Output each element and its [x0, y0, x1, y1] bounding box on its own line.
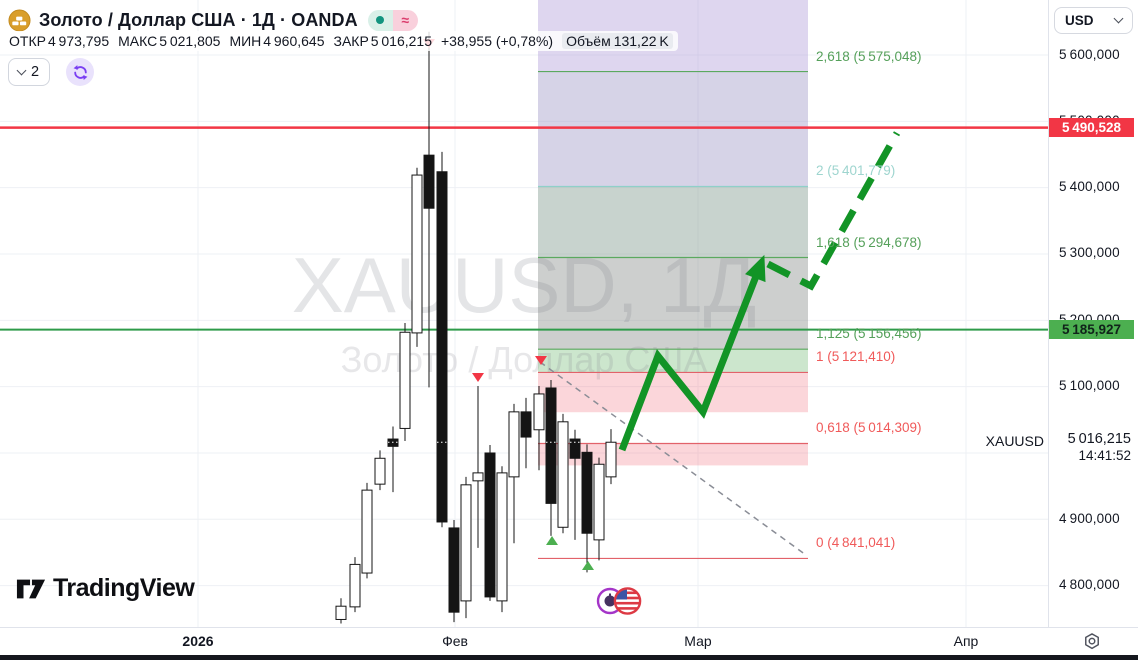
chevron-down-icon	[16, 65, 27, 75]
ohlc-label: МАКС	[118, 33, 158, 49]
time-axis-label: 2026	[182, 633, 214, 649]
candle	[557, 413, 569, 534]
currency-selector-button[interactable]: USD	[1054, 7, 1133, 34]
fib-band	[538, 349, 808, 373]
candle	[496, 466, 508, 613]
ohlc-value: 4 973,795	[47, 33, 110, 49]
fib-level-label: 0,618 (5 014,309)	[816, 420, 922, 436]
sell-marker-icon	[535, 356, 547, 365]
ohlc-item: ЗАКР 5 016,215	[334, 33, 433, 49]
symbol-title[interactable]: Золото / Доллар США · 1Д · OANDA	[39, 9, 358, 30]
price-tick: 4 800,000	[1059, 577, 1120, 593]
ohlc-label: ЗАКР	[333, 33, 369, 49]
candle	[460, 476, 472, 619]
candle	[484, 445, 496, 601]
current-symbol-label: XAUUSD	[985, 433, 1044, 449]
ohlc-value: 4 960,645	[263, 33, 325, 49]
candle	[581, 444, 593, 573]
current-price-block: 5 016,215 14:41:52	[1049, 429, 1138, 465]
fib-band	[538, 71, 808, 187]
ohlc-label: МИН	[229, 33, 262, 49]
economic-event-icon[interactable]	[595, 580, 645, 627]
price-tick: 4 900,000	[1059, 510, 1120, 526]
buy-marker-icon	[582, 561, 594, 570]
candle	[545, 380, 557, 536]
projection-arrow-solid[interactable]	[618, 254, 766, 452]
candle	[605, 429, 617, 485]
candle	[361, 482, 373, 579]
price-tick: 5 400,000	[1059, 179, 1120, 195]
candle	[593, 457, 605, 561]
candle	[411, 167, 423, 347]
candle	[436, 151, 448, 528]
candle	[472, 385, 484, 548]
approx-data-icon[interactable]: ≈	[392, 9, 418, 31]
candle	[349, 557, 361, 613]
alert-price-tag-green: 5 185,927	[1049, 320, 1134, 339]
ohlc-item: ОТКР 4 973,795	[9, 33, 109, 49]
candle	[448, 519, 460, 623]
us-flag-icon	[615, 589, 640, 613]
tradingview-logo-icon	[16, 579, 46, 598]
refresh-arrows-icon	[73, 64, 88, 80]
volume-value: Объём 131,22 K	[562, 33, 673, 49]
candle	[374, 450, 386, 491]
candle	[335, 598, 347, 624]
time-axis[interactable]: 2026 Фев Мар Апр	[0, 627, 1138, 655]
candle	[569, 429, 581, 540]
fib-band	[538, 186, 808, 258]
alert-price-tag-red: 5 490,528	[1049, 118, 1134, 137]
time-axis-label: Апр	[953, 633, 979, 649]
ohlc-row: ОТКР 4 973,795 МАКС 5 021,805 МИН 4 960,645 ЗА…	[4, 31, 678, 51]
price-tick: 5 100,000	[1059, 378, 1120, 394]
buy-marker-icon	[546, 536, 558, 545]
candle	[399, 322, 411, 442]
symbol-status-badges[interactable]: ≈	[367, 9, 418, 31]
sell-marker-icon	[472, 373, 484, 382]
tradingview-logo-text: TradingView	[53, 574, 195, 602]
fib-level-label: 2 (5 401,779)	[816, 163, 896, 179]
bar-count-label: 2	[31, 64, 40, 80]
ohlc-label: ОТКР	[9, 33, 46, 49]
chevron-down-icon	[1113, 13, 1124, 24]
candle	[423, 31, 435, 388]
ohlc-item: МИН 4 960,645	[229, 33, 324, 49]
currency-label: USD	[1065, 13, 1094, 28]
candle	[387, 426, 399, 493]
price-tick: 5 300,000	[1059, 245, 1120, 261]
candle	[533, 385, 545, 471]
projection-arrow-dashed[interactable]	[766, 131, 901, 291]
gold-coin-icon	[8, 8, 31, 32]
market-status-dot-icon[interactable]	[367, 9, 393, 31]
change-value: +38,955 (+0,78%)	[441, 33, 554, 49]
current-price: 5 016,215	[1067, 431, 1131, 447]
time-axis-label: Мар	[684, 633, 712, 649]
time-axis-label: Фев	[442, 633, 468, 649]
window-bottom-border	[0, 655, 1138, 660]
fib-level-label: 0 (4 841,041)	[816, 535, 896, 551]
refresh-button[interactable]	[66, 58, 95, 86]
bar-count-button[interactable]: 2	[8, 58, 51, 86]
bar-countdown: 14:41:52	[1078, 448, 1131, 463]
ohlc-item: МАКС 5 021,805	[118, 33, 220, 49]
fib-level-label: 1,618 (5 294,678)	[816, 234, 922, 250]
tradingview-logo[interactable]: TradingView	[16, 574, 195, 603]
fib-level-label: 1 (5 121,410)	[816, 349, 896, 365]
ohlc-value: 5 021,805	[159, 33, 221, 49]
chart-canvas[interactable]: XAUUSD, 1Д Золото / Доллар США 2,618 (5 5…	[0, 0, 1048, 627]
gear-icon[interactable]	[1081, 631, 1103, 653]
fib-level-label: 1,125 (5 156,456)	[816, 326, 922, 342]
candle	[508, 403, 520, 544]
candle	[520, 397, 532, 469]
watermark-symbol: XAUUSD, 1Д	[292, 241, 757, 329]
fib-level-label: 2,618 (5 575,048)	[816, 48, 922, 64]
price-tick: 5 600,000	[1059, 46, 1120, 62]
ohlc-value: 5 016,215	[370, 33, 432, 49]
